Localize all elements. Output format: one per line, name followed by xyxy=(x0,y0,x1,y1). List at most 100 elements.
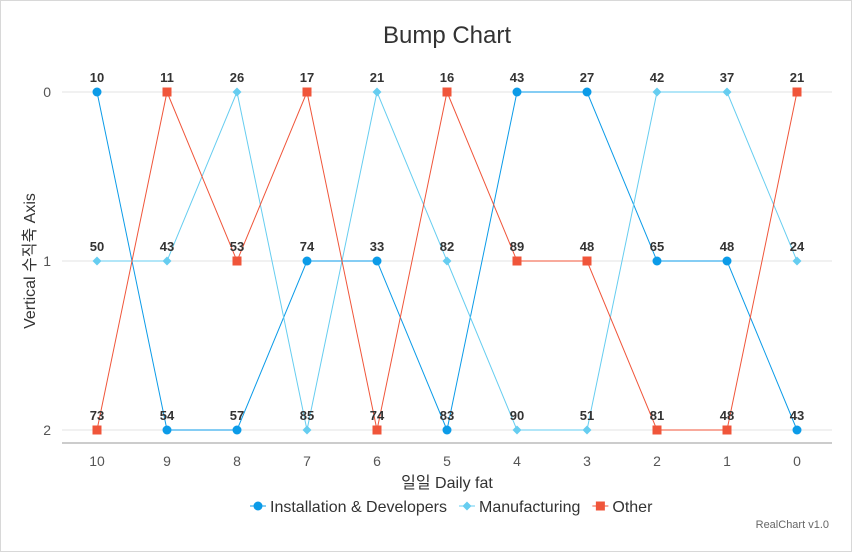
data-point[interactable] xyxy=(722,87,732,97)
data-point[interactable] xyxy=(792,425,802,435)
data-label: 26 xyxy=(230,70,244,85)
data-label: 54 xyxy=(160,408,175,423)
series-group xyxy=(92,87,802,435)
data-point[interactable] xyxy=(512,87,522,97)
credit-text: RealChart v1.0 xyxy=(756,519,829,531)
series-0 xyxy=(92,87,802,435)
data-point[interactable] xyxy=(582,87,592,97)
data-label: 43 xyxy=(160,239,174,254)
series-1 xyxy=(92,87,802,435)
data-point[interactable] xyxy=(162,425,172,435)
data-label: 21 xyxy=(790,70,804,85)
data-label: 24 xyxy=(790,239,805,254)
data-point[interactable] xyxy=(92,425,102,435)
y-tick-label: 0 xyxy=(43,84,51,100)
data-label: 48 xyxy=(580,239,594,254)
legend-marker[interactable] xyxy=(253,501,263,511)
data-point[interactable] xyxy=(162,256,172,266)
data-point[interactable] xyxy=(652,256,662,266)
data-label: 33 xyxy=(370,239,384,254)
data-point[interactable] xyxy=(582,425,592,435)
x-tick-label: 2 xyxy=(653,453,661,469)
data-label: 83 xyxy=(440,408,454,423)
x-axis-ticks: 10 9 8 7 6 5 4 3 2 1 0 xyxy=(89,453,801,469)
x-tick-label: 10 xyxy=(89,453,105,469)
data-label: 65 xyxy=(650,239,664,254)
legend-marker[interactable] xyxy=(462,501,472,511)
legend-label: Other xyxy=(612,499,653,516)
data-point[interactable] xyxy=(302,87,312,97)
data-point[interactable] xyxy=(442,425,452,435)
data-label: 53 xyxy=(230,239,244,254)
data-point[interactable] xyxy=(652,425,662,435)
data-label: 10 xyxy=(90,70,104,85)
data-label: 57 xyxy=(230,408,244,423)
data-label: 50 xyxy=(90,239,104,254)
data-label: 27 xyxy=(580,70,594,85)
data-label: 17 xyxy=(300,70,314,85)
legend-label: Manufacturing xyxy=(479,499,580,516)
data-label: 85 xyxy=(300,408,314,423)
data-point[interactable] xyxy=(302,425,312,435)
data-point[interactable] xyxy=(372,87,382,97)
x-tick-label: 1 xyxy=(723,453,731,469)
data-point[interactable] xyxy=(442,256,452,266)
y-tick-label: 1 xyxy=(43,253,51,269)
data-label: 81 xyxy=(650,408,664,423)
x-tick-label: 8 xyxy=(233,453,241,469)
data-label: 74 xyxy=(300,239,315,254)
data-point[interactable] xyxy=(302,256,312,266)
x-tick-label: 9 xyxy=(163,453,171,469)
data-label: 21 xyxy=(370,70,384,85)
data-label: 73 xyxy=(90,408,104,423)
x-tick-label: 3 xyxy=(583,453,591,469)
data-point[interactable] xyxy=(722,256,732,266)
x-tick-label: 7 xyxy=(303,453,311,469)
legend-item[interactable]: Installation & Developers xyxy=(250,499,447,516)
legend-marker[interactable] xyxy=(595,501,605,511)
data-label: 48 xyxy=(720,239,734,254)
data-point[interactable] xyxy=(512,425,522,435)
x-tick-label: 0 xyxy=(793,453,801,469)
data-point[interactable] xyxy=(442,87,452,97)
data-label: 16 xyxy=(440,70,454,85)
data-point[interactable] xyxy=(652,87,662,97)
data-label: 42 xyxy=(650,70,664,85)
data-point[interactable] xyxy=(232,256,242,266)
data-label: 43 xyxy=(790,408,804,423)
data-point[interactable] xyxy=(162,87,172,97)
data-point[interactable] xyxy=(92,256,102,266)
data-point[interactable] xyxy=(232,87,242,97)
data-label: 89 xyxy=(510,239,524,254)
data-point[interactable] xyxy=(512,256,522,266)
y-axis-title: Vertical 수직축 Axis xyxy=(21,193,39,329)
data-label: 74 xyxy=(370,408,385,423)
data-label: 37 xyxy=(720,70,734,85)
data-point[interactable] xyxy=(372,425,382,435)
y-tick-label: 2 xyxy=(43,422,51,438)
legend-item[interactable]: Manufacturing xyxy=(458,499,580,516)
x-axis-title: 일일 Daily fat xyxy=(401,474,493,492)
legend[interactable]: Installation & Developers Manufacturing Ot… xyxy=(250,499,653,516)
chart-title: Bump Chart xyxy=(383,22,511,49)
data-label: 11 xyxy=(160,70,174,85)
x-tick-label: 4 xyxy=(513,453,521,469)
data-labels: 10 54 57 74 33 83 43 27 65 48 43 50 43 26 85 21 82 90 51 42… xyxy=(90,70,805,423)
data-point[interactable] xyxy=(722,425,732,435)
data-label: 51 xyxy=(580,408,594,423)
data-point[interactable] xyxy=(792,87,802,97)
data-point[interactable] xyxy=(92,87,102,97)
data-label: 82 xyxy=(440,239,454,254)
data-point[interactable] xyxy=(582,256,592,266)
data-point[interactable] xyxy=(372,256,382,266)
x-tick-label: 6 xyxy=(373,453,381,469)
data-point[interactable] xyxy=(792,256,802,266)
legend-item[interactable]: Other xyxy=(592,499,653,516)
data-point[interactable] xyxy=(232,425,242,435)
x-tick-label: 5 xyxy=(443,453,451,469)
data-label: 43 xyxy=(510,70,524,85)
series-2 xyxy=(92,87,802,435)
data-label: 48 xyxy=(720,408,734,423)
y-axis-ticks: 0 1 2 xyxy=(43,84,51,438)
